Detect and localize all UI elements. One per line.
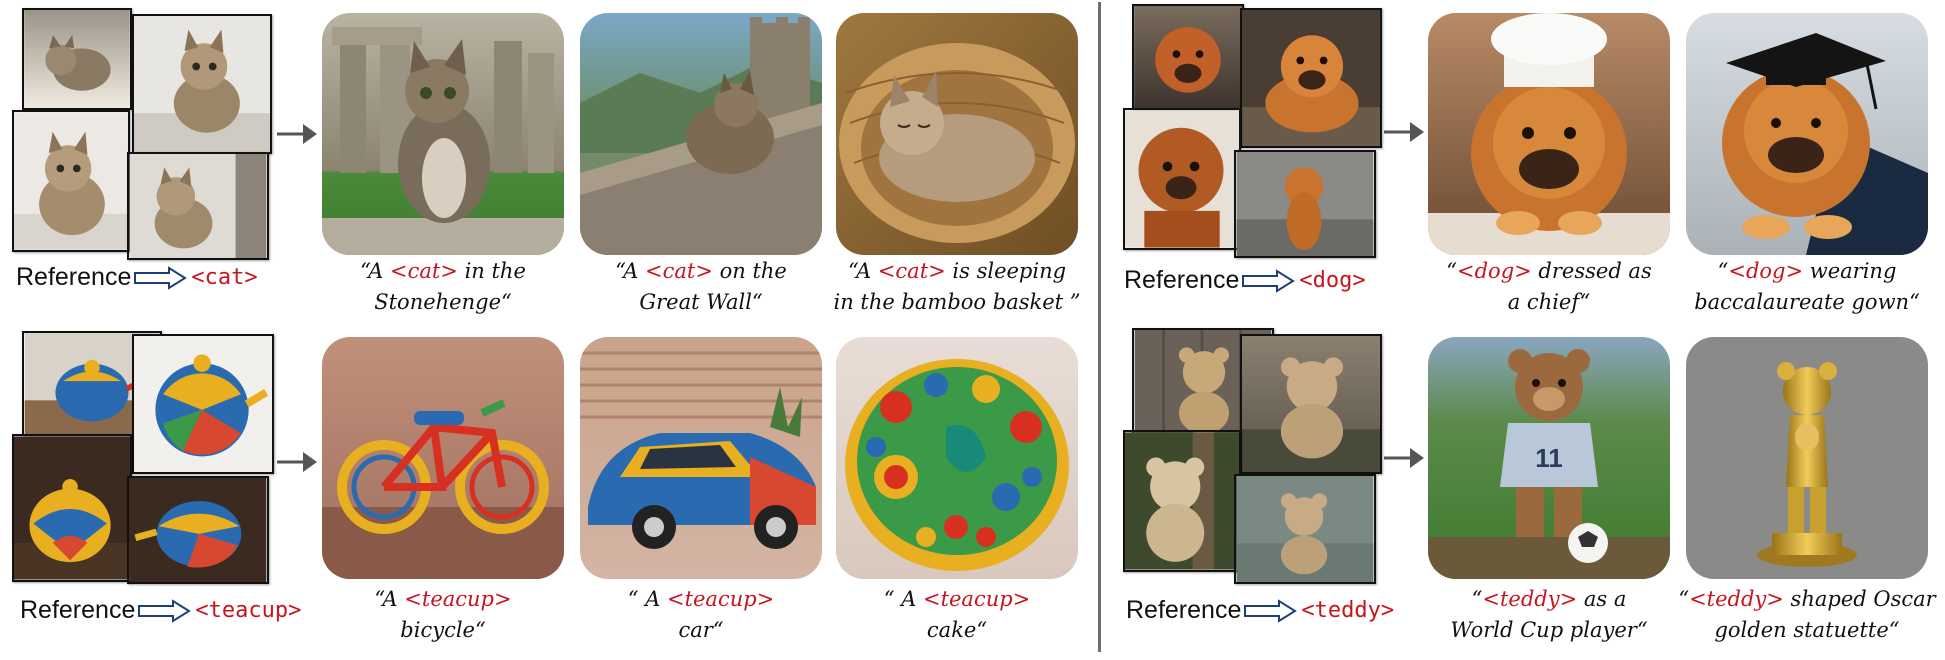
reference-image-teacup-1 xyxy=(22,331,162,436)
reference-label-cat: Reference <cat> xyxy=(16,263,258,292)
hollow-right-arrow-icon xyxy=(1244,598,1298,623)
caption-teddy-world-cup: “<teddy> as a World Cup player“ xyxy=(1450,587,1648,642)
reference-image-cat-2 xyxy=(132,14,272,154)
caption-dog-chief: “<dog> dressed as a chief“ xyxy=(1446,259,1652,314)
reference-image-cat-4 xyxy=(127,152,269,260)
reference-image-teddy-3 xyxy=(1123,430,1241,572)
reference-image-dog-2 xyxy=(1240,8,1382,148)
caption-cat-great-wall: “A <cat> on the Great Wall“ xyxy=(615,259,787,314)
generated-image-cat-stonehenge xyxy=(322,13,564,255)
generated-image-teddy-oscar xyxy=(1686,337,1928,579)
caption-dog-graduation: “<dog> wearing baccalaureate gown“ xyxy=(1694,259,1920,314)
generated-image-cat-bamboo-basket xyxy=(836,13,1078,255)
reference-image-teacup-4 xyxy=(127,476,269,584)
caption-cat-stonehenge: “A <cat> in the Stonehenge“ xyxy=(360,259,526,314)
token-teddy: <teddy> xyxy=(1301,598,1395,623)
reference-text: Reference xyxy=(1124,266,1240,294)
caption-teacup-cake: “ A <teacup> cake“ xyxy=(883,587,1031,642)
hollow-right-arrow-icon xyxy=(134,265,188,290)
token-dog: <dog> xyxy=(1299,268,1366,293)
reference-label-teddy: Reference <teddy> xyxy=(1126,596,1394,625)
svg-text:11: 11 xyxy=(1535,443,1563,473)
generated-image-teacup-car xyxy=(580,337,822,579)
generated-image-teacup-bicycle xyxy=(322,337,564,579)
caption-teacup-bicycle: “A <teacup> bicycle“ xyxy=(374,587,512,642)
reference-image-cat-1 xyxy=(22,8,132,110)
reference-text: Reference xyxy=(1126,596,1242,624)
caption-teacup-car: “ A <teacup> car“ xyxy=(627,587,775,642)
generated-image-teacup-cake xyxy=(836,337,1078,579)
reference-image-teddy-2 xyxy=(1240,334,1382,474)
reference-image-teacup-2 xyxy=(132,334,274,474)
generated-image-cat-great-wall xyxy=(580,13,822,255)
reference-image-dog-1 xyxy=(1132,4,1244,110)
reference-text: Reference xyxy=(16,263,132,291)
reference-image-dog-3 xyxy=(1123,108,1241,250)
hollow-right-arrow-icon xyxy=(138,598,192,623)
reference-text: Reference xyxy=(20,596,136,624)
generated-image-dog-chief xyxy=(1428,13,1670,255)
divider-line xyxy=(1098,2,1101,652)
right-arrow-icon xyxy=(277,124,317,144)
reference-image-dog-4 xyxy=(1234,150,1376,258)
token-teacup: <teacup> xyxy=(195,598,302,623)
right-arrow-icon xyxy=(1384,448,1424,468)
right-arrow-icon xyxy=(277,452,317,472)
generated-image-dog-graduation xyxy=(1686,13,1928,255)
reference-image-teddy-4 xyxy=(1234,474,1376,584)
reference-label-dog: Reference <dog> xyxy=(1124,266,1366,295)
caption-teddy-oscar: “<teddy> shaped Oscar golden statuette“ xyxy=(1678,587,1936,642)
hollow-right-arrow-icon xyxy=(1242,268,1296,293)
reference-image-cat-3 xyxy=(12,110,130,252)
right-arrow-icon xyxy=(1384,122,1424,142)
caption-cat-bamboo-basket: “A <cat> is sleeping in the bamboo baske… xyxy=(833,259,1081,314)
token-cat: <cat> xyxy=(191,265,258,290)
generated-image-teddy-world-cup: 11 xyxy=(1428,337,1670,579)
reference-label-teacup: Reference <teacup> xyxy=(20,596,301,625)
reference-image-teacup-3 xyxy=(12,434,132,582)
